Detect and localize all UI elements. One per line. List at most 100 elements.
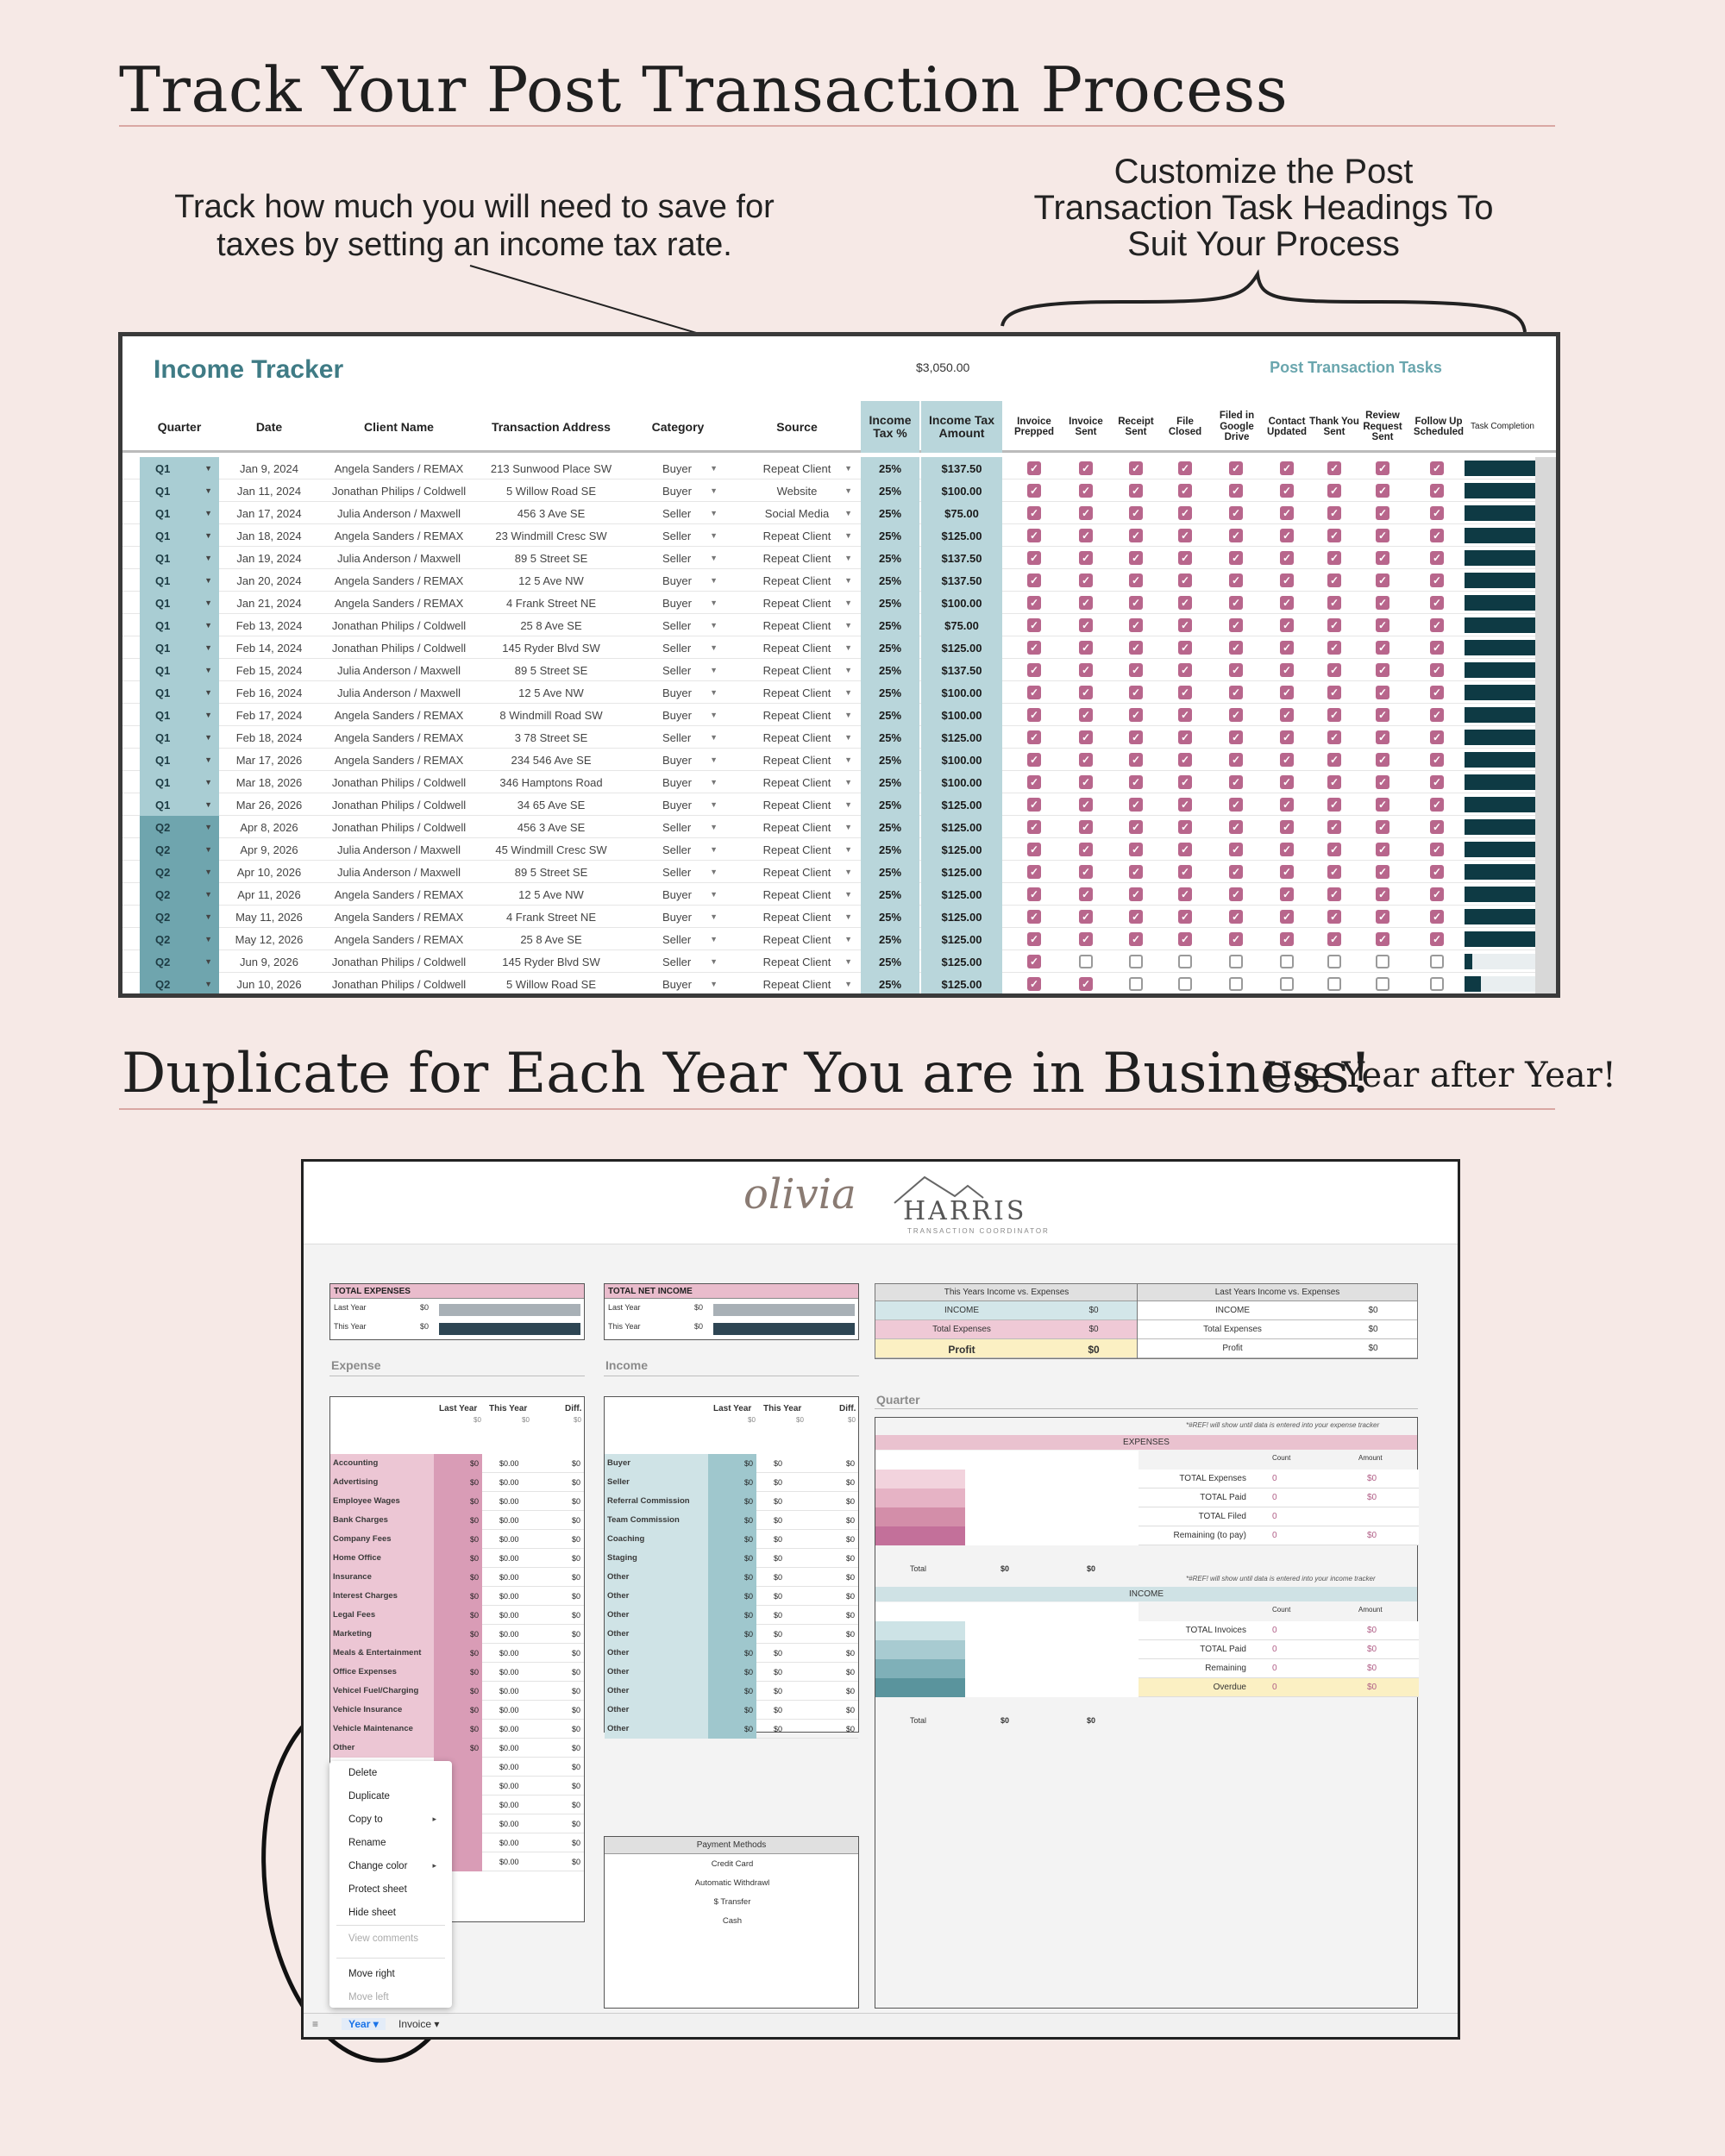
task-checkbox-cell[interactable]: ✓ xyxy=(1160,928,1210,950)
tax-pct-cell[interactable]: 25% xyxy=(861,524,919,547)
checked-box-icon[interactable]: ✓ xyxy=(1229,708,1243,722)
task-checkbox-cell[interactable] xyxy=(1309,950,1359,973)
checked-box-icon[interactable]: ✓ xyxy=(1376,753,1389,767)
checked-box-icon[interactable]: ✓ xyxy=(1280,775,1294,789)
checked-box-icon[interactable]: ✓ xyxy=(1229,730,1243,744)
task-checkbox-cell[interactable]: ✓ xyxy=(1211,704,1261,726)
checked-box-icon[interactable]: ✓ xyxy=(1229,529,1243,542)
source-select[interactable]: Repeat Client ▼ xyxy=(737,771,857,793)
checked-box-icon[interactable]: ✓ xyxy=(1027,820,1041,834)
task-checkbox-cell[interactable]: ✓ xyxy=(1061,816,1111,838)
task-checkbox-cell[interactable]: ✓ xyxy=(1211,726,1261,749)
checked-box-icon[interactable]: ✓ xyxy=(1376,641,1389,655)
category-select[interactable]: Buyer ▼ xyxy=(623,592,733,614)
task-checkbox-cell[interactable]: ✓ xyxy=(1009,457,1059,479)
checked-box-icon[interactable]: ✓ xyxy=(1129,618,1143,632)
source-select[interactable]: Repeat Client ▼ xyxy=(737,636,857,659)
quarter-select[interactable]: Q1 ▼ xyxy=(140,547,219,569)
client-cell[interactable]: Julia Anderson / Maxwell xyxy=(336,663,461,677)
checked-box-icon[interactable]: ✓ xyxy=(1376,865,1389,879)
quarter-select[interactable]: Q2 ▼ xyxy=(140,883,219,906)
list-item[interactable]: Staging $0 $0 $0 xyxy=(605,1549,858,1568)
source-select[interactable]: Social Media ▼ xyxy=(737,502,857,524)
task-checkbox-cell[interactable] xyxy=(1358,950,1408,973)
checked-box-icon[interactable]: ✓ xyxy=(1129,663,1143,677)
date-cell[interactable]: Feb 15, 2024 xyxy=(235,663,303,677)
checked-box-icon[interactable]: ✓ xyxy=(1430,753,1444,767)
category-select[interactable]: Buyer ▼ xyxy=(623,479,733,502)
checked-box-icon[interactable]: ✓ xyxy=(1027,910,1041,924)
task-checkbox-cell[interactable]: ✓ xyxy=(1358,749,1408,771)
checked-box-icon[interactable]: ✓ xyxy=(1376,910,1389,924)
list-item[interactable]: Home Office $0 $0.00 $0 xyxy=(330,1549,584,1568)
address-cell[interactable]: 4 Frank Street NE xyxy=(505,596,597,610)
task-checkbox-cell[interactable]: ✓ xyxy=(1358,861,1408,883)
checked-box-icon[interactable]: ✓ xyxy=(1079,506,1093,520)
checked-box-icon[interactable]: ✓ xyxy=(1129,798,1143,812)
task-checkbox-cell[interactable]: ✓ xyxy=(1111,726,1161,749)
client-cell[interactable]: Angela Sanders / REMAX xyxy=(334,730,464,744)
task-checkbox-cell[interactable]: ✓ xyxy=(1160,614,1210,636)
task-checkbox-cell[interactable]: ✓ xyxy=(1111,569,1161,592)
task-checkbox-cell[interactable]: ✓ xyxy=(1262,659,1312,681)
task-checkbox-cell[interactable]: ✓ xyxy=(1412,524,1462,547)
unchecked-box-icon[interactable] xyxy=(1178,955,1192,968)
checked-box-icon[interactable]: ✓ xyxy=(1178,887,1192,901)
task-checkbox-cell[interactable]: ✓ xyxy=(1061,592,1111,614)
date-cell[interactable]: Jan 9, 2024 xyxy=(240,461,298,475)
task-checkbox-cell[interactable] xyxy=(1412,973,1462,993)
tax-pct-cell[interactable]: 25% xyxy=(861,950,919,973)
checked-box-icon[interactable]: ✓ xyxy=(1178,865,1192,879)
checked-box-icon[interactable]: ✓ xyxy=(1079,843,1093,856)
unchecked-box-icon[interactable] xyxy=(1178,977,1192,991)
task-checkbox-cell[interactable]: ✓ xyxy=(1061,973,1111,993)
client-cell[interactable]: Angela Sanders / REMAX xyxy=(334,708,464,722)
date-cell[interactable]: Feb 18, 2024 xyxy=(235,730,303,744)
checked-box-icon[interactable]: ✓ xyxy=(1027,775,1041,789)
context-menu-item-duplicate[interactable]: Duplicate xyxy=(348,1791,443,1802)
task-checkbox-cell[interactable]: ✓ xyxy=(1061,793,1111,816)
checked-box-icon[interactable]: ✓ xyxy=(1280,820,1294,834)
tax-pct-cell[interactable]: 25% xyxy=(861,636,919,659)
checked-box-icon[interactable]: ✓ xyxy=(1129,686,1143,699)
checked-box-icon[interactable]: ✓ xyxy=(1129,573,1143,587)
task-checkbox-cell[interactable]: ✓ xyxy=(1211,681,1261,704)
checked-box-icon[interactable]: ✓ xyxy=(1178,663,1192,677)
checked-box-icon[interactable]: ✓ xyxy=(1280,461,1294,475)
task-checkbox-cell[interactable]: ✓ xyxy=(1111,883,1161,906)
source-select[interactable]: Repeat Client ▼ xyxy=(737,950,857,973)
context-menu-item-protect-sheet[interactable]: Protect sheet xyxy=(348,1884,443,1895)
checked-box-icon[interactable]: ✓ xyxy=(1280,730,1294,744)
address-cell[interactable]: 456 3 Ave SE xyxy=(517,820,586,834)
address-cell[interactable]: 89 5 Street SE xyxy=(514,865,588,879)
checked-box-icon[interactable]: ✓ xyxy=(1079,775,1093,789)
tax-pct-cell[interactable]: 25% xyxy=(861,749,919,771)
checked-box-icon[interactable]: ✓ xyxy=(1327,506,1341,520)
client-cell[interactable]: Jonathan Philips / Coldwell xyxy=(331,977,467,991)
checked-box-icon[interactable]: ✓ xyxy=(1327,887,1341,901)
task-checkbox-cell[interactable]: ✓ xyxy=(1061,838,1111,861)
category-select[interactable]: Seller ▼ xyxy=(623,928,733,950)
task-checkbox-cell[interactable]: ✓ xyxy=(1211,928,1261,950)
task-checkbox-cell[interactable]: ✓ xyxy=(1358,704,1408,726)
checked-box-icon[interactable]: ✓ xyxy=(1178,730,1192,744)
client-cell[interactable]: Julia Anderson / Maxwell xyxy=(336,865,461,879)
list-item[interactable]: Other $0 $0 $0 xyxy=(605,1587,858,1606)
source-select[interactable]: Repeat Client ▼ xyxy=(737,816,857,838)
task-checkbox-cell[interactable]: ✓ xyxy=(1211,592,1261,614)
task-checkbox-cell[interactable]: ✓ xyxy=(1358,838,1408,861)
source-select[interactable]: Repeat Client ▼ xyxy=(737,704,857,726)
date-cell[interactable]: Mar 26, 2026 xyxy=(235,798,303,812)
category-select[interactable]: Buyer ▼ xyxy=(623,704,733,726)
checked-box-icon[interactable]: ✓ xyxy=(1079,618,1093,632)
checked-box-icon[interactable]: ✓ xyxy=(1430,641,1444,655)
task-checkbox-cell[interactable]: ✓ xyxy=(1009,659,1059,681)
checked-box-icon[interactable]: ✓ xyxy=(1327,843,1341,856)
category-select[interactable]: Seller ▼ xyxy=(623,838,733,861)
checked-box-icon[interactable]: ✓ xyxy=(1376,820,1389,834)
checked-box-icon[interactable]: ✓ xyxy=(1376,932,1389,946)
task-checkbox-cell[interactable]: ✓ xyxy=(1358,726,1408,749)
task-checkbox-cell[interactable]: ✓ xyxy=(1358,659,1408,681)
checked-box-icon[interactable]: ✓ xyxy=(1079,708,1093,722)
checked-box-icon[interactable]: ✓ xyxy=(1280,663,1294,677)
